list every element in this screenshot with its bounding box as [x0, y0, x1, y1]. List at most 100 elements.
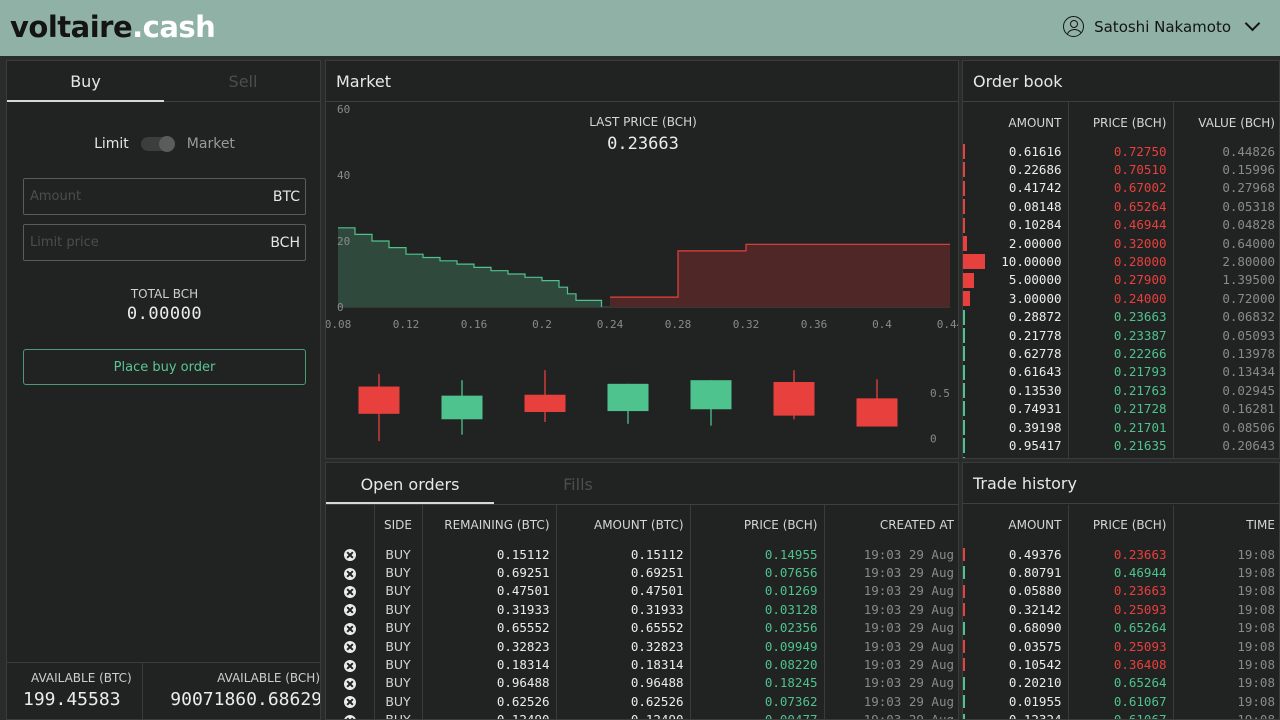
orderbook-row[interactable]: 0.28872 0.23663 0.06832 [963, 307, 1279, 326]
cancel-cell [326, 563, 375, 582]
cancel-order-icon[interactable] [343, 659, 356, 672]
orderbook-amount: 10.00000 [963, 252, 1069, 271]
depth-bar [963, 383, 965, 399]
balances: AVAILABLE (BTC) 199.45583 AVAILABLE (BCH… [7, 662, 320, 719]
open-order-row: BUY 0.18314 0.18314 0.08220 19:03 29 Aug [326, 655, 958, 674]
order-type-toggle[interactable] [140, 136, 175, 152]
order-side: BUY [374, 618, 423, 637]
orderbook-row[interactable]: 0.39198 0.21701 0.08506 [963, 417, 1279, 437]
order-amount: 0.65552 [556, 618, 691, 637]
depth-x-tick: 0.4 [872, 318, 892, 331]
chevron-down-icon[interactable] [1244, 15, 1261, 32]
orderbook-value: 1.39500 [1222, 272, 1275, 288]
side-marker [963, 695, 965, 709]
orderbook-row[interactable]: 0.95417 0.21635 0.20643 [963, 436, 1279, 455]
orderbook-amount: 0.95417 [963, 436, 1069, 455]
orderbook-col-value: VALUE (BCH) [1198, 116, 1275, 130]
limit-price-field: BCH [23, 224, 306, 261]
orders-panel: Open orders Fills SIDE REMAINING (BTC) A… [325, 462, 959, 720]
orderbook-price: 0.67002 [1068, 178, 1174, 198]
orderbook-value: 0.44826 [1222, 143, 1275, 159]
trade-history-title: Trade history [973, 474, 1077, 493]
orderbook-row[interactable]: 2.00000 0.32000 0.64000 [963, 233, 1279, 253]
history-col-amount: AMOUNT [963, 505, 1069, 545]
orderbook-value: 0.13434 [1222, 364, 1275, 380]
cancel-order-icon[interactable] [343, 549, 356, 562]
order-created: 19:03 29 Aug [863, 675, 954, 691]
orderbook-row[interactable]: 5.00000 0.27900 1.39500 [963, 270, 1279, 290]
cancel-order-icon[interactable] [343, 567, 356, 580]
tab-buy[interactable]: Buy [7, 61, 164, 102]
orderbook-row[interactable]: 0.564880.213870.12081 [963, 454, 1279, 458]
trade-history-row: 0.10542 0.36408 19:08 [963, 655, 1279, 674]
available-btc: AVAILABLE (BTC) 199.45583 [7, 663, 143, 719]
limit-price-unit: BCH [270, 235, 300, 251]
depth-bar [963, 272, 974, 288]
open-order-row: BUY 0.32823 0.32823 0.09949 19:03 29 Aug [326, 636, 958, 656]
order-type-limit-label[interactable]: Limit [94, 136, 129, 152]
user-menu[interactable]: Satoshi Nakamoto [1063, 15, 1261, 37]
limit-price-input[interactable] [30, 225, 250, 260]
orderbook-price: 0.27900 [1068, 270, 1174, 290]
candle-body [524, 394, 566, 412]
cancel-cell [326, 655, 375, 674]
cancel-order-icon[interactable] [343, 641, 356, 654]
orderbook-row[interactable]: 0.21778 0.23387 0.05093 [963, 325, 1279, 345]
market-chart[interactable]: 0.08 0.12 0.16 0.2 0.24 0.28 0.32 0.36 0.4 0.44 0 2… [326, 102, 959, 459]
amount-input[interactable] [30, 179, 250, 214]
orderbook-row[interactable]: 0.61643 0.21793 0.13434 [963, 362, 1279, 382]
history-price: 0.25093 [1068, 636, 1174, 656]
cancel-order-icon[interactable] [343, 604, 356, 617]
open-order-row: BUY 0.65552 0.65552 0.02356 19:03 29 Aug [326, 618, 958, 637]
orderbook-price: 0.21763 [1068, 381, 1174, 400]
order-created: 19:03 29 Aug [863, 620, 954, 636]
orderbook-amount: 0.61616 [963, 142, 1069, 161]
orderbook-row[interactable]: 10.00000 0.28000 2.80000 [963, 252, 1279, 271]
cancel-order-icon[interactable] [343, 714, 356, 719]
depth-bar [963, 162, 965, 178]
order-remaining: 0.15112 [422, 545, 557, 564]
tab-fills[interactable]: Fills [563, 475, 593, 494]
orderbook-amount: 2.00000 [963, 233, 1069, 253]
order-type-market-label[interactable]: Market [186, 136, 235, 152]
place-buy-order-button[interactable]: Place buy order [23, 349, 306, 385]
tab-sell[interactable]: Sell [164, 61, 320, 102]
orderbook-value: 0.27968 [1222, 180, 1275, 196]
cancel-order-icon[interactable] [343, 696, 356, 709]
history-col-time: TIME [1246, 518, 1275, 532]
depth-x-tick: 0.44 [937, 318, 959, 331]
depth-bar [963, 364, 965, 380]
order-amount: 0.62526 [556, 692, 691, 711]
orderbook-row[interactable]: 3.00000 0.24000 0.72000 [963, 289, 1279, 308]
orderbook-row[interactable]: 0.41742 0.67002 0.27968 [963, 178, 1279, 198]
tab-open-orders[interactable]: Open orders [326, 463, 494, 504]
history-time: 19:08 [1237, 712, 1275, 720]
orderbook-row[interactable]: 0.62778 0.22266 0.13978 [963, 344, 1279, 363]
orderbook-col-price: PRICE (BCH) [1068, 102, 1174, 142]
orderbook-row[interactable]: 0.13530 0.21763 0.02945 [963, 381, 1279, 400]
orderbook-row[interactable]: 0.74931 0.21728 0.16281 [963, 399, 1279, 418]
order-created: 19:03 29 Aug [863, 583, 954, 599]
cancel-order-icon[interactable] [343, 677, 356, 690]
orderbook-amount: 0.21778 [963, 325, 1069, 345]
trade-history-row: 0.80791 0.46944 19:08 [963, 563, 1279, 582]
history-price: 0.23663 [1068, 545, 1174, 564]
cancel-order-icon[interactable] [343, 622, 356, 635]
orderbook-row[interactable]: 0.22686 0.70510 0.15996 [963, 160, 1279, 179]
orders-col-remaining: REMAINING (BTC) [422, 505, 557, 545]
orderbook-row[interactable]: 0.61616 0.72750 0.44826 [963, 142, 1279, 161]
orderbook-amount: 0.56488 [963, 454, 1069, 458]
cancel-order-icon[interactable] [343, 585, 356, 598]
trade-history-panel: Trade history AMOUNT PRICE (BCH) TIME 0.… [962, 462, 1280, 720]
orderbook-amount: 0.62778 [963, 344, 1069, 363]
depth-bar [963, 254, 985, 270]
market-panel: Market 0.08 0.12 0.16 0.2 0.24 0.28 0.32 0.36 0.… [325, 60, 959, 459]
side-marker [963, 566, 965, 580]
order-price: 0.07362 [690, 692, 825, 711]
logo[interactable]: voltaire.cash [10, 10, 216, 44]
order-remaining: 0.69251 [422, 563, 557, 582]
history-amount: 0.68090 [963, 618, 1069, 637]
orderbook-row[interactable]: 0.10284 0.46944 0.04828 [963, 215, 1279, 234]
candle-body [441, 395, 483, 420]
orderbook-row[interactable]: 0.08148 0.65264 0.05318 [963, 197, 1279, 216]
